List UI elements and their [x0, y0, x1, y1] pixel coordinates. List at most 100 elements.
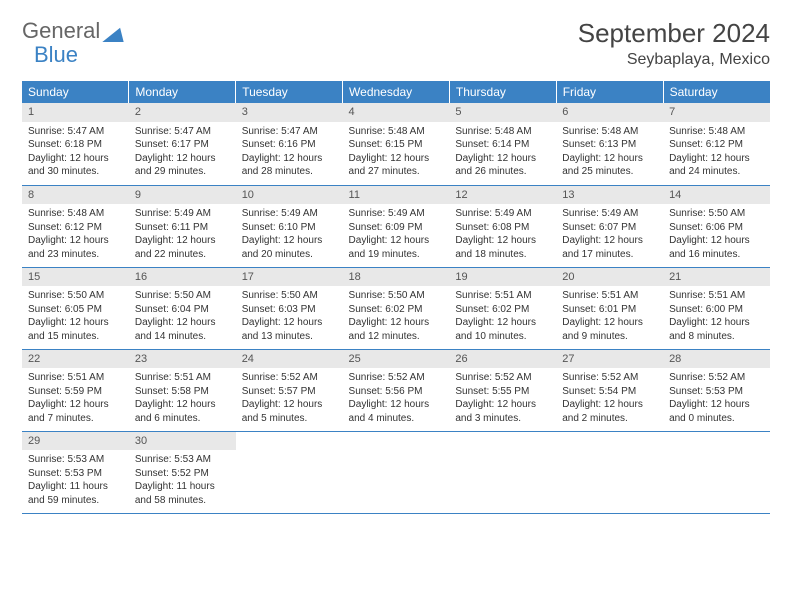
day-number: 3	[236, 103, 343, 122]
day-body: Sunrise: 5:51 AMSunset: 6:02 PMDaylight:…	[449, 286, 556, 347]
day-body: Sunrise: 5:51 AMSunset: 6:00 PMDaylight:…	[663, 286, 770, 347]
daylight-line: Daylight: 12 hours and 25 minutes.	[562, 152, 657, 179]
day-number: 5	[449, 103, 556, 122]
calendar-cell: 29Sunrise: 5:53 AMSunset: 5:53 PMDayligh…	[22, 431, 129, 513]
sunset-line: Sunset: 6:12 PM	[28, 221, 123, 235]
weekday-header-row: Sunday Monday Tuesday Wednesday Thursday…	[22, 81, 770, 103]
calendar-row: 29Sunrise: 5:53 AMSunset: 5:53 PMDayligh…	[22, 431, 770, 513]
sunset-line: Sunset: 5:58 PM	[135, 385, 230, 399]
sunrise-line: Sunrise: 5:52 AM	[455, 371, 550, 385]
sunset-line: Sunset: 5:53 PM	[669, 385, 764, 399]
calendar-cell: 1Sunrise: 5:47 AMSunset: 6:18 PMDaylight…	[22, 103, 129, 185]
day-body: Sunrise: 5:47 AMSunset: 6:18 PMDaylight:…	[22, 122, 129, 183]
day-number: 13	[556, 186, 663, 205]
day-number: 28	[663, 350, 770, 369]
day-body: Sunrise: 5:50 AMSunset: 6:02 PMDaylight:…	[343, 286, 450, 347]
daylight-line: Daylight: 12 hours and 30 minutes.	[28, 152, 123, 179]
sunrise-line: Sunrise: 5:51 AM	[135, 371, 230, 385]
day-body: Sunrise: 5:50 AMSunset: 6:05 PMDaylight:…	[22, 286, 129, 347]
calendar-cell: 13Sunrise: 5:49 AMSunset: 6:07 PMDayligh…	[556, 185, 663, 267]
day-number: 21	[663, 268, 770, 287]
day-body: Sunrise: 5:52 AMSunset: 5:55 PMDaylight:…	[449, 368, 556, 429]
logo: General	[22, 18, 124, 44]
sunset-line: Sunset: 6:12 PM	[669, 138, 764, 152]
day-body: Sunrise: 5:49 AMSunset: 6:09 PMDaylight:…	[343, 204, 450, 265]
sunrise-line: Sunrise: 5:48 AM	[455, 125, 550, 139]
daylight-line: Daylight: 12 hours and 27 minutes.	[349, 152, 444, 179]
sunset-line: Sunset: 6:01 PM	[562, 303, 657, 317]
calendar-cell: 19Sunrise: 5:51 AMSunset: 6:02 PMDayligh…	[449, 267, 556, 349]
sunset-line: Sunset: 6:04 PM	[135, 303, 230, 317]
calendar-cell: 3Sunrise: 5:47 AMSunset: 6:16 PMDaylight…	[236, 103, 343, 185]
daylight-line: Daylight: 11 hours and 59 minutes.	[28, 480, 123, 507]
day-number: 8	[22, 186, 129, 205]
daylight-line: Daylight: 12 hours and 16 minutes.	[669, 234, 764, 261]
weekday-header: Sunday	[22, 81, 129, 103]
day-body: Sunrise: 5:48 AMSunset: 6:13 PMDaylight:…	[556, 122, 663, 183]
day-body: Sunrise: 5:51 AMSunset: 5:59 PMDaylight:…	[22, 368, 129, 429]
sunrise-line: Sunrise: 5:52 AM	[349, 371, 444, 385]
calendar-cell: 2Sunrise: 5:47 AMSunset: 6:17 PMDaylight…	[129, 103, 236, 185]
day-body: Sunrise: 5:52 AMSunset: 5:54 PMDaylight:…	[556, 368, 663, 429]
sunset-line: Sunset: 6:16 PM	[242, 138, 337, 152]
weekday-header: Thursday	[449, 81, 556, 103]
daylight-line: Daylight: 12 hours and 4 minutes.	[349, 398, 444, 425]
day-number: 15	[22, 268, 129, 287]
sunrise-line: Sunrise: 5:51 AM	[669, 289, 764, 303]
daylight-line: Daylight: 12 hours and 23 minutes.	[28, 234, 123, 261]
sunset-line: Sunset: 6:17 PM	[135, 138, 230, 152]
calendar-cell: 7Sunrise: 5:48 AMSunset: 6:12 PMDaylight…	[663, 103, 770, 185]
sunrise-line: Sunrise: 5:50 AM	[349, 289, 444, 303]
logo-text-general: General	[22, 18, 100, 44]
sunset-line: Sunset: 6:11 PM	[135, 221, 230, 235]
calendar-row: 8Sunrise: 5:48 AMSunset: 6:12 PMDaylight…	[22, 185, 770, 267]
sunset-line: Sunset: 6:10 PM	[242, 221, 337, 235]
day-body: Sunrise: 5:53 AMSunset: 5:52 PMDaylight:…	[129, 450, 236, 511]
sunrise-line: Sunrise: 5:48 AM	[28, 207, 123, 221]
calendar-cell: 23Sunrise: 5:51 AMSunset: 5:58 PMDayligh…	[129, 349, 236, 431]
sunset-line: Sunset: 5:53 PM	[28, 467, 123, 481]
sunrise-line: Sunrise: 5:49 AM	[135, 207, 230, 221]
sunset-line: Sunset: 6:06 PM	[669, 221, 764, 235]
day-body: Sunrise: 5:50 AMSunset: 6:06 PMDaylight:…	[663, 204, 770, 265]
calendar-cell	[449, 431, 556, 513]
sunset-line: Sunset: 6:02 PM	[455, 303, 550, 317]
sunrise-line: Sunrise: 5:53 AM	[28, 453, 123, 467]
title-block: September 2024 Seybaplaya, Mexico	[578, 18, 770, 69]
day-number: 1	[22, 103, 129, 122]
sunrise-line: Sunrise: 5:52 AM	[669, 371, 764, 385]
daylight-line: Daylight: 12 hours and 20 minutes.	[242, 234, 337, 261]
location: Seybaplaya, Mexico	[578, 51, 770, 69]
sunrise-line: Sunrise: 5:50 AM	[242, 289, 337, 303]
daylight-line: Daylight: 12 hours and 8 minutes.	[669, 316, 764, 343]
day-number: 10	[236, 186, 343, 205]
day-body: Sunrise: 5:47 AMSunset: 6:17 PMDaylight:…	[129, 122, 236, 183]
logo-triangle-icon	[102, 22, 124, 38]
sunset-line: Sunset: 6:14 PM	[455, 138, 550, 152]
day-number: 18	[343, 268, 450, 287]
daylight-line: Daylight: 12 hours and 18 minutes.	[455, 234, 550, 261]
day-body: Sunrise: 5:51 AMSunset: 6:01 PMDaylight:…	[556, 286, 663, 347]
calendar-cell	[343, 431, 450, 513]
day-number: 11	[343, 186, 450, 205]
calendar-table: Sunday Monday Tuesday Wednesday Thursday…	[22, 81, 770, 514]
calendar-cell: 25Sunrise: 5:52 AMSunset: 5:56 PMDayligh…	[343, 349, 450, 431]
month-title: September 2024	[578, 18, 770, 49]
calendar-cell	[663, 431, 770, 513]
sunset-line: Sunset: 6:02 PM	[349, 303, 444, 317]
weekday-header: Monday	[129, 81, 236, 103]
calendar-cell: 5Sunrise: 5:48 AMSunset: 6:14 PMDaylight…	[449, 103, 556, 185]
day-number: 4	[343, 103, 450, 122]
sunrise-line: Sunrise: 5:48 AM	[562, 125, 657, 139]
calendar-cell: 6Sunrise: 5:48 AMSunset: 6:13 PMDaylight…	[556, 103, 663, 185]
day-number: 27	[556, 350, 663, 369]
day-number: 17	[236, 268, 343, 287]
day-number: 2	[129, 103, 236, 122]
sunrise-line: Sunrise: 5:49 AM	[562, 207, 657, 221]
day-number: 12	[449, 186, 556, 205]
day-number: 6	[556, 103, 663, 122]
day-number: 14	[663, 186, 770, 205]
day-number: 23	[129, 350, 236, 369]
calendar-cell: 30Sunrise: 5:53 AMSunset: 5:52 PMDayligh…	[129, 431, 236, 513]
daylight-line: Daylight: 12 hours and 5 minutes.	[242, 398, 337, 425]
